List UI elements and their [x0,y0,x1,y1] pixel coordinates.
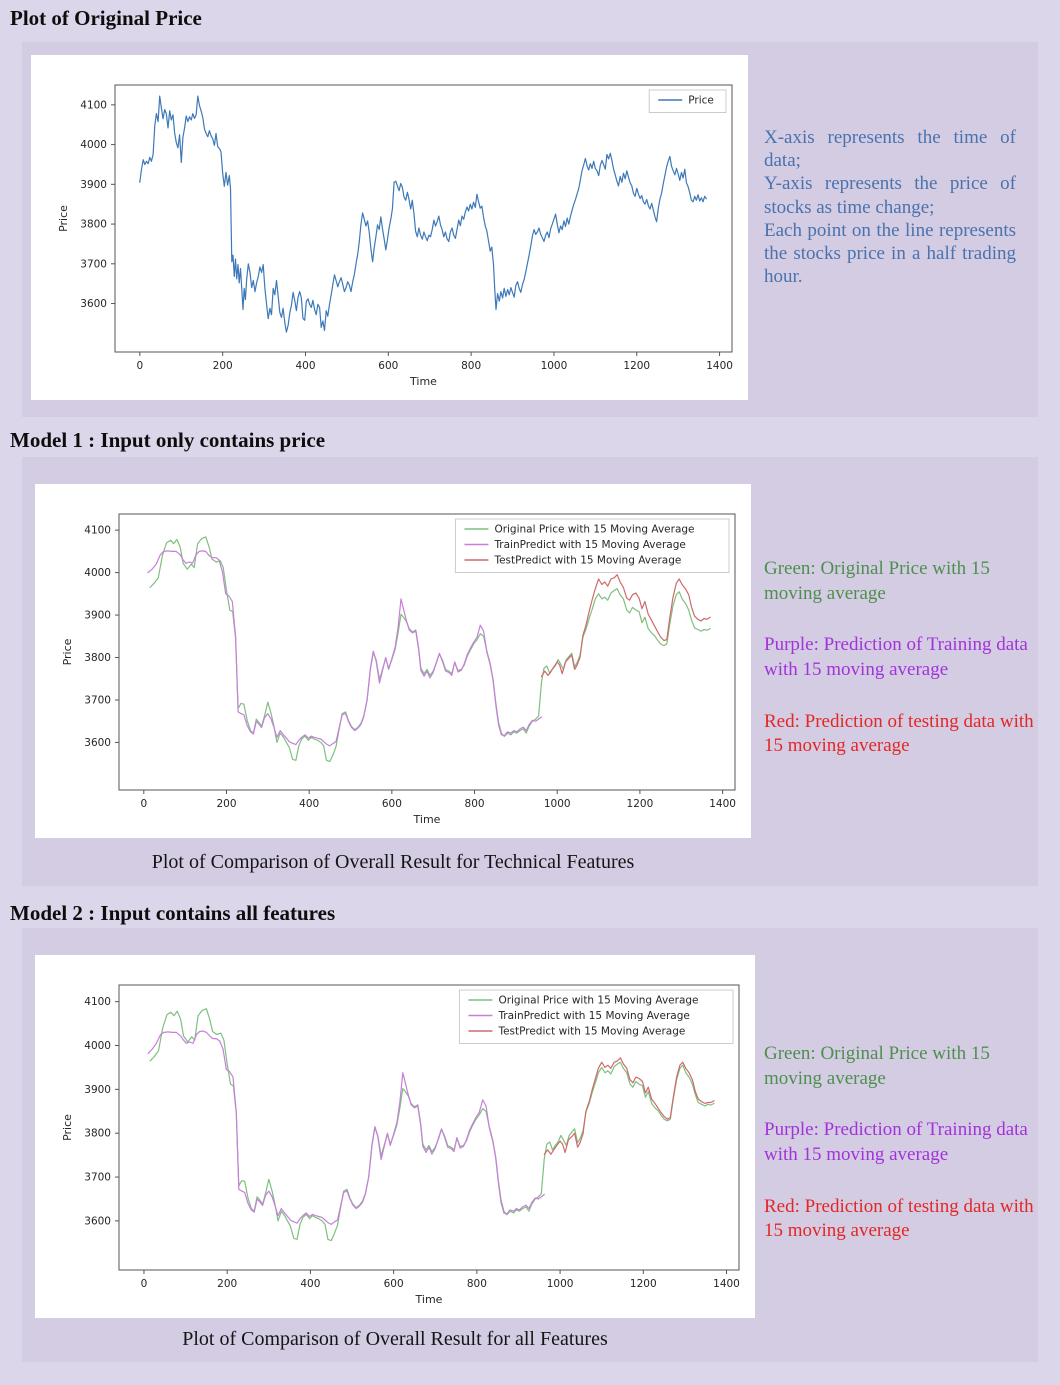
svg-text:200: 200 [217,1278,237,1290]
annotation-model-2: Green: Original Price with 15 moving ave… [764,1042,1036,1271]
chart-original-price: 3600 3700 3800 3900 4000 4100 0 200 400 600 800 100… [31,55,748,400]
svg-text:800: 800 [461,360,481,372]
svg-text:1000: 1000 [544,798,571,810]
svg-text:Original Price with 15 Moving: Original Price with 15 Moving Average [494,524,694,536]
svg-text:TrainPredict with 15 Moving Av: TrainPredict with 15 Moving Average [493,539,685,551]
svg-text:3600: 3600 [80,298,107,310]
svg-text:3800: 3800 [84,652,111,664]
legend: Price [648,89,727,113]
svg-text:1400: 1400 [709,798,736,810]
annotation-line: X-axis represents the time of data; [764,127,1016,172]
svg-text:4100: 4100 [84,996,111,1008]
svg-text:4000: 4000 [84,567,111,579]
panel-model-1: 3600 3700 3800 3900 4000 4100 0 200 400 600 800 100… [22,457,1038,886]
panel-model-2: 3600 3700 3800 3900 4000 4100 0 200 400 600 800 100… [22,928,1038,1362]
svg-text:800: 800 [467,1278,487,1290]
svg-text:800: 800 [465,798,485,810]
svg-text:0: 0 [141,1278,148,1290]
svg-text:Time: Time [415,1293,443,1306]
svg-text:1200: 1200 [627,798,654,810]
svg-text:Time: Time [409,375,437,388]
annotation-red: Red: Prediction of testing data with 15 … [764,710,1034,757]
svg-text:TestPredict with 15 Moving Ave: TestPredict with 15 Moving Average [493,555,681,567]
svg-text:3600: 3600 [84,1215,111,1227]
chart-model-1: 3600 3700 3800 3900 4000 4100 0 200 400 600 800 100… [35,484,751,838]
chart-card-model-1: 3600 3700 3800 3900 4000 4100 0 200 400 600 800 100… [35,484,751,838]
svg-text:200: 200 [213,360,233,372]
chart-card-original-price: 3600 3700 3800 3900 4000 4100 0 200 400 600 800 100… [31,55,748,400]
svg-text:1400: 1400 [713,1278,740,1290]
svg-text:4100: 4100 [80,99,107,111]
svg-text:Price: Price [61,1114,74,1141]
legend: Original Price with 15 Moving Average Tra… [454,518,730,573]
svg-text:400: 400 [299,798,319,810]
svg-text:600: 600 [382,798,402,810]
svg-text:600: 600 [384,1278,404,1290]
heading-original-price: Plot of Original Price [10,6,202,30]
svg-text:200: 200 [216,798,236,810]
svg-text:3700: 3700 [80,258,107,270]
svg-text:4000: 4000 [84,1040,111,1052]
svg-text:3900: 3900 [84,610,111,622]
annotation-purple: Purple: Prediction of Training data with… [764,1119,1028,1166]
annotation-axis-description: X-axis represents the time of data; Y-ax… [764,126,1016,288]
svg-text:0: 0 [140,798,147,810]
caption-model-1: Plot of Comparison of Overall Result for… [151,851,635,873]
svg-text:0: 0 [137,360,144,372]
annotation-line: Each point on the line represents the st… [764,219,1016,288]
svg-text:TestPredict with 15 Moving Ave: TestPredict with 15 Moving Average [497,1026,685,1038]
svg-text:Price: Price [688,95,714,107]
svg-text:400: 400 [300,1278,320,1290]
legend: Original Price with 15 Moving Average Tra… [458,989,734,1044]
heading-model-2: Model 2 : Input contains all features [10,901,336,925]
svg-text:400: 400 [295,360,315,372]
svg-text:4000: 4000 [80,139,107,151]
chart-card-model-2: 3600 3700 3800 3900 4000 4100 0 200 400 600 800 100… [35,955,755,1318]
svg-text:Price: Price [57,205,70,232]
svg-text:3900: 3900 [80,179,107,191]
annotation-model-1: Green: Original Price with 15 moving ave… [764,557,1036,786]
svg-text:1200: 1200 [623,360,650,372]
svg-text:3800: 3800 [80,219,107,231]
annotation-green: Green: Original Price with 15 moving ave… [764,1043,990,1089]
svg-text:600: 600 [378,360,398,372]
svg-text:4100: 4100 [84,525,111,537]
svg-text:Price: Price [61,638,74,665]
svg-text:Original Price with 15 Moving: Original Price with 15 Moving Average [498,995,698,1007]
panel-original-price: 3600 3700 3800 3900 4000 4100 0 200 400 600 800 100… [22,42,1038,417]
annotation-purple: Purple: Prediction of Training data with… [764,634,1028,681]
heading-model-1: Model 1 : Input only contains price [10,428,326,452]
svg-text:TrainPredict with 15 Moving Av: TrainPredict with 15 Moving Average [497,1010,689,1022]
svg-text:1400: 1400 [706,360,733,372]
svg-text:3800: 3800 [84,1128,111,1140]
annotation-red: Red: Prediction of testing data with 15 … [764,1195,1034,1242]
svg-text:3700: 3700 [84,1172,111,1184]
svg-text:3700: 3700 [84,694,111,706]
chart-model-2: 3600 3700 3800 3900 4000 4100 0 200 400 600 800 100… [35,955,755,1318]
annotation-green: Green: Original Price with 15 moving ave… [764,558,990,604]
svg-text:3900: 3900 [84,1084,111,1096]
svg-text:1000: 1000 [541,360,568,372]
svg-text:1200: 1200 [630,1278,657,1290]
svg-text:1000: 1000 [547,1278,574,1290]
svg-text:3600: 3600 [84,737,111,749]
annotation-line: Y-axis represents the price of stocks as… [764,173,1016,218]
caption-model-2: Plot of Comparison of Overall Result for… [182,1328,608,1350]
svg-text:Time: Time [413,813,441,826]
